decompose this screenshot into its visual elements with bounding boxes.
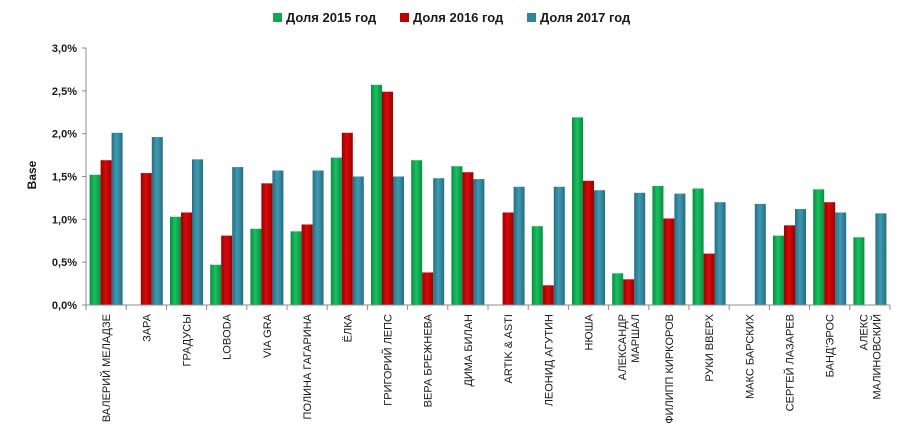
x-tick-label: ВЕРА БРЕЖНЕВА xyxy=(423,313,435,407)
x-tick-label: ГРАДУСЫ xyxy=(182,314,194,367)
legend-label: Доля 2016 год xyxy=(413,10,504,25)
bar-1 xyxy=(451,166,463,305)
legend-swatch xyxy=(527,13,536,22)
bar-2 xyxy=(462,172,474,305)
bar-1 xyxy=(773,235,784,305)
bar-3 xyxy=(714,202,726,305)
bar-2 xyxy=(140,173,152,305)
bar-1 xyxy=(652,185,664,305)
y-tick-label: 0,0% xyxy=(52,300,77,312)
bar-1 xyxy=(572,117,583,305)
bar-3 xyxy=(795,209,806,305)
x-tick-label: ЛЕОНИД АГУТИН xyxy=(543,314,555,406)
bar-1 xyxy=(290,231,302,305)
bar-3 xyxy=(754,203,766,305)
bar-3 xyxy=(111,132,123,305)
legend-label: Доля 2015 год xyxy=(286,10,377,25)
bar-3 xyxy=(433,178,445,305)
bar-3 xyxy=(875,213,887,305)
bar-1 xyxy=(813,189,825,305)
bar-3 xyxy=(312,170,324,305)
bar-2 xyxy=(341,132,353,305)
bar-1 xyxy=(411,160,423,305)
x-tick-label: МАКС БАРСКИХ xyxy=(744,313,756,399)
bar-2 xyxy=(301,224,313,305)
x-tick-label: ФИЛИПП КИРКОРОВ xyxy=(664,314,676,424)
bar-1 xyxy=(330,157,342,305)
x-tick-label: LOBODA xyxy=(222,313,234,360)
x-tick-label: АЛЕКС xyxy=(858,314,870,350)
y-tick-label: 3,0% xyxy=(52,43,77,55)
bar-1 xyxy=(250,228,262,305)
x-axis xyxy=(85,304,891,310)
x-axis-labels: ВАЛЕРИЙ МЕЛАДЗЕ ЗАРА ГРАДУСЫ LOBODA VIA GRA П… xyxy=(100,313,883,423)
bar-3 xyxy=(352,176,364,305)
x-tick-label: АЛЕКСАНДР xyxy=(617,314,629,380)
bar-1 xyxy=(371,84,382,305)
legend-swatch xyxy=(400,13,409,22)
x-tick-label: МАЛИНОВСКИЙ xyxy=(870,314,883,400)
x-tick-label: МАРШАЛ xyxy=(630,314,642,363)
bar-2 xyxy=(221,235,233,305)
bar-1 xyxy=(89,174,101,305)
y-tick-label: 2,5% xyxy=(52,86,77,98)
bar-2 xyxy=(784,225,795,305)
bar-1 xyxy=(170,216,181,305)
bar-1 xyxy=(612,273,624,305)
bar-3 xyxy=(151,137,163,305)
x-tick-label: ARTIK & ASTI xyxy=(503,314,515,384)
bar-1 xyxy=(692,188,704,305)
x-tick-label: СЕРГЕЙ ЛАЗАРЕВ xyxy=(784,314,797,411)
bar-2 xyxy=(181,212,192,305)
bar-1 xyxy=(531,226,543,305)
bar-3 xyxy=(393,176,404,305)
legend-label: Доля 2017 год xyxy=(540,10,631,25)
bar-3 xyxy=(553,186,565,305)
x-tick-label: НЮША xyxy=(584,313,596,350)
bar-2 xyxy=(261,183,273,305)
bar-3 xyxy=(594,190,605,305)
bar-2 xyxy=(542,285,554,305)
bar-2 xyxy=(824,202,836,305)
x-tick-label: ЗАРА xyxy=(141,313,153,342)
bar-3 xyxy=(272,170,284,305)
bar-3 xyxy=(232,167,244,305)
bar-2 xyxy=(623,279,635,305)
y-axis: 0,0% 0,5% 1,0% 1,5% 2,0% 2,5% 3,0% xyxy=(52,43,87,312)
bar-2 xyxy=(502,212,514,305)
legend: Доля 2015 год Доля 2016 год Доля 2017 год xyxy=(273,10,631,25)
bar-2 xyxy=(703,253,715,305)
x-tick-label: ЁЛКА xyxy=(342,313,354,342)
y-tick-label: 1,0% xyxy=(52,214,77,226)
x-tick-label: ПОЛИНА ГАГАРИНА xyxy=(302,313,314,419)
y-axis-title: Base xyxy=(25,160,39,189)
bar-2 xyxy=(422,272,434,305)
bar-3 xyxy=(192,159,203,305)
bar-3 xyxy=(513,186,525,305)
bar-2 xyxy=(663,218,675,305)
x-tick-label: РУКИ ВВЕРХ xyxy=(704,313,716,381)
bar-1 xyxy=(853,237,865,305)
y-tick-label: 1,5% xyxy=(52,172,77,184)
bar-2 xyxy=(382,91,393,305)
y-tick-label: 0,5% xyxy=(52,257,77,269)
bar-3 xyxy=(634,192,646,305)
x-tick-label: ВАЛЕРИЙ МЕЛАДЗЕ xyxy=(100,314,113,422)
bar-2 xyxy=(583,180,594,305)
x-tick-label: ДИМА БИЛАН xyxy=(463,314,475,387)
bars xyxy=(89,84,887,305)
y-tick-label: 2,0% xyxy=(52,129,77,141)
bar-3 xyxy=(674,193,686,305)
legend-swatch xyxy=(273,13,282,22)
x-tick-label: БАНД'ЭРОС xyxy=(825,314,837,377)
bar-3 xyxy=(835,212,847,305)
bar-2 xyxy=(100,160,112,305)
x-tick-label: ГРИГОРИЙ ЛЕПС xyxy=(382,314,395,406)
bar-3 xyxy=(473,179,485,305)
bar-1 xyxy=(210,264,222,305)
x-tick-label: VIA GRA xyxy=(262,313,274,358)
